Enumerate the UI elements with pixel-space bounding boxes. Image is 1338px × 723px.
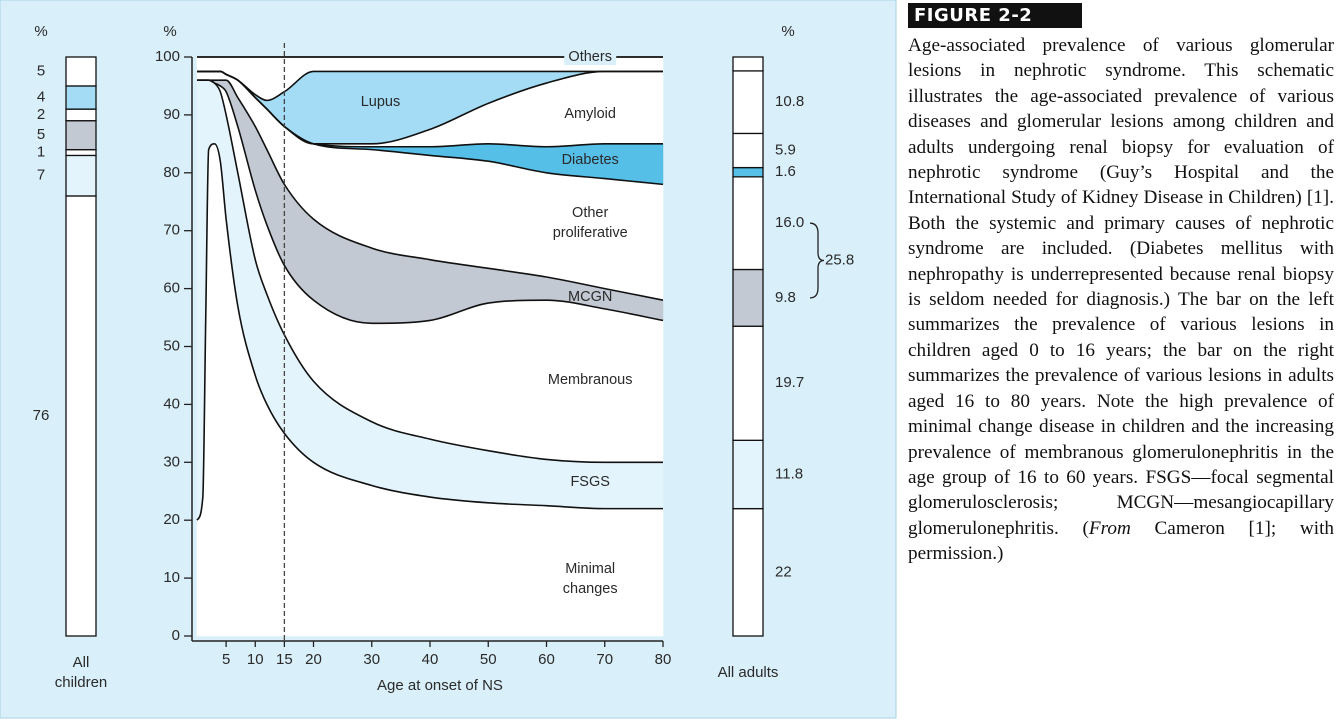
segment-label: 10.8 [775, 93, 804, 110]
bar-segment [732, 56, 764, 72]
y-tick-label: 90 [163, 106, 180, 123]
segment-label: 11.8 [775, 465, 803, 482]
y-tick-label: 50 [163, 337, 180, 354]
bar-segment [65, 120, 97, 151]
bracket-label: 25.8 [825, 251, 854, 268]
x-tick-label: 60 [538, 651, 555, 668]
legend-label: Other proliferative [552, 205, 628, 242]
x-tick-label: 70 [596, 651, 613, 668]
category-label: All children [54, 654, 108, 691]
caption-italic: From [1088, 517, 1131, 539]
segment-label: 4 [37, 88, 45, 105]
bar-segment [732, 166, 764, 178]
bar-segment [65, 154, 97, 197]
y-unit-label: % [34, 23, 47, 40]
bar-segment [732, 325, 764, 441]
legend-label: Diabetes [561, 152, 619, 169]
bar-segment [732, 439, 764, 510]
legend-label: Membranous [547, 372, 633, 389]
x-tick-label: 15 [276, 651, 293, 668]
segment-label: 5.9 [775, 141, 796, 158]
legend-label: Lupus [360, 94, 401, 111]
x-tick-label: 20 [305, 651, 322, 668]
x-tick-label: 40 [422, 651, 439, 668]
caption-tail: Cameron [1]; with permission.) [908, 517, 1335, 565]
x-tick-label: 50 [480, 651, 497, 668]
y-tick-label: 100 [155, 48, 180, 65]
segment-label: 1.6 [775, 163, 796, 180]
y-tick-label: 30 [163, 453, 180, 470]
segment-label: 5 [37, 126, 45, 143]
y-tick-label: 0 [172, 627, 180, 644]
bar-segment [732, 176, 764, 271]
legend-label: Minimal changes [562, 561, 618, 598]
y-tick-label: 70 [163, 222, 180, 239]
segment-label: 76 [33, 407, 50, 424]
segment-label: 5 [37, 62, 45, 79]
segment-label: 1 [37, 144, 45, 161]
segment-label: 9.8 [775, 289, 796, 306]
x-tick-label: 30 [363, 651, 380, 668]
band-edge [196, 143, 663, 521]
bar-segment [65, 148, 97, 157]
bar-segment [65, 195, 97, 637]
legend-label: Others [564, 49, 616, 65]
bar-segment [65, 56, 97, 87]
segment-label: 19.7 [775, 374, 804, 391]
band-edge [197, 70, 663, 102]
bracket [809, 222, 825, 299]
segment-label: 7 [37, 167, 45, 184]
caption-text: Age-associated prevalence of various glo… [908, 35, 1334, 539]
legend-label: MCGN [568, 289, 613, 306]
bar-segment [65, 85, 97, 110]
segment-label: 2 [37, 106, 45, 123]
y-tick-label: 40 [163, 395, 180, 412]
x-tick-label: 80 [655, 651, 672, 668]
caption: Age-associated prevalence of various glo… [908, 33, 1334, 567]
legend-label: FSGS [570, 473, 610, 490]
category-label: All adults [717, 664, 779, 681]
x-tick-label: 10 [247, 651, 264, 668]
bar-segment [732, 268, 764, 327]
bar-segment [65, 108, 97, 122]
bar-segment [732, 70, 764, 135]
segment-label: 22 [775, 563, 792, 580]
legend-label: Amyloid [564, 105, 616, 122]
x-axis-label: Age at onset of NS [377, 677, 503, 694]
y-tick-label: 20 [163, 511, 180, 528]
segment-label: 16.0 [775, 214, 804, 231]
y-tick-label: 80 [163, 164, 180, 181]
y-unit-label: % [781, 23, 794, 40]
y-tick-label: 60 [163, 280, 180, 297]
x-tick-label: 5 [222, 651, 230, 668]
figure-label: FIGURE 2-2 [908, 3, 1082, 28]
y-tick-label: 10 [163, 569, 180, 586]
band-edge [196, 79, 664, 301]
bar-segment [732, 507, 764, 637]
bar-segment [732, 132, 764, 169]
y-unit-label: % [163, 23, 176, 40]
